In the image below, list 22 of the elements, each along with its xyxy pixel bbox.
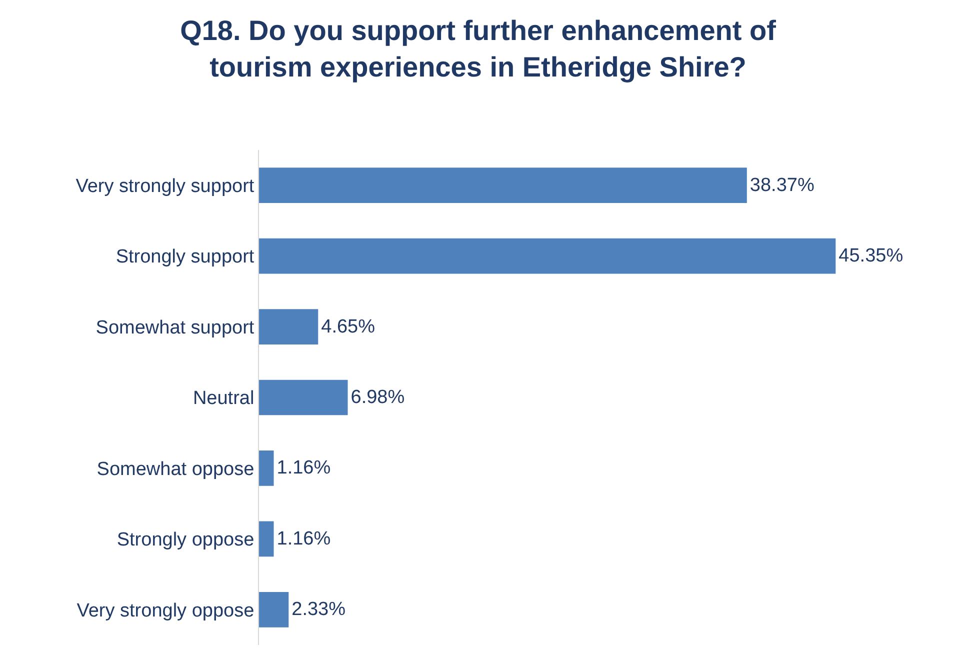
chart-title: Q18. Do you support further enhancement of tourism experiences in Etheridge Shire? [180, 14, 777, 82]
data-label: 1.16% [276, 458, 331, 479]
data-label: 2.33% [292, 599, 346, 620]
y-tick-label: Somewhat support [96, 317, 255, 338]
bar [259, 380, 348, 416]
bar [259, 592, 289, 628]
y-tick-label: Somewhat oppose [96, 458, 254, 480]
y-tick-label: Very strongly support [76, 176, 255, 198]
bar [259, 238, 836, 274]
data-label: 45.35% [838, 246, 904, 267]
bar [259, 450, 274, 486]
bar [259, 521, 274, 557]
bar [259, 309, 318, 344]
y-tick-label: Strongly oppose [116, 530, 254, 551]
data-label: 4.65% [321, 316, 376, 338]
data-label: 6.98% [350, 387, 405, 408]
data-label: 38.37% [750, 174, 814, 196]
y-tick-label: Very strongly oppose [76, 600, 254, 622]
data-label: 1.16% [276, 528, 331, 550]
y-tick-label: Neutral [192, 388, 254, 410]
y-tick-label: Strongly support [116, 246, 255, 268]
bar [259, 168, 747, 204]
